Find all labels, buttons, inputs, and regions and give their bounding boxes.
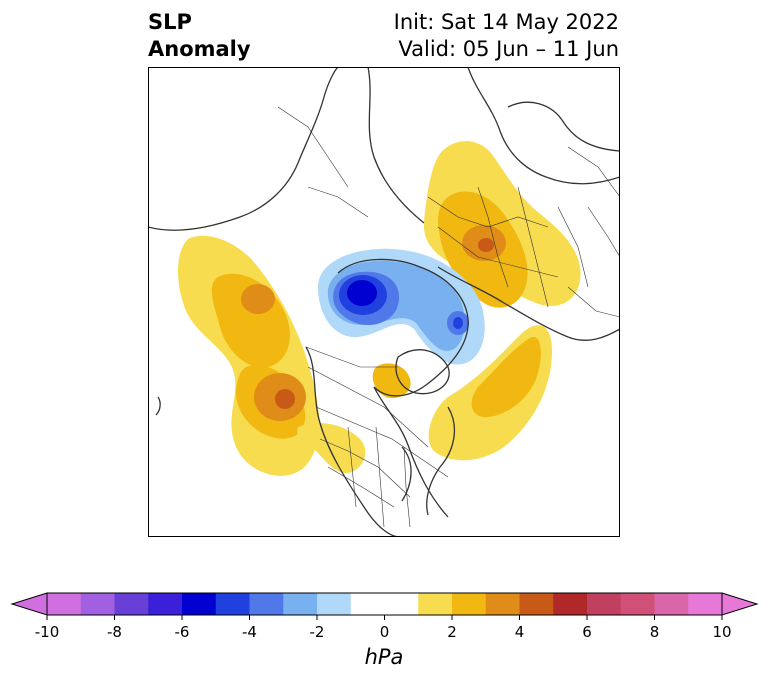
colorbar-segment [418,593,453,615]
init-date: Init: Sat 14 May 2022 [393,10,619,34]
colorbar-segment [519,593,554,615]
colorbar-tick-label: 4 [515,623,525,641]
colorbar-segment [553,593,588,615]
colorbar-tick-label: -4 [242,623,257,641]
colorbar-tick-label: -8 [107,623,122,641]
title-line-1: SLP [148,10,192,34]
valid-range: Valid: 05 Jun – 11 Jun [398,37,619,61]
colorbar-tick-label: 10 [712,623,731,641]
colorbar-tick-label: 8 [650,623,660,641]
colorbar-tick-label: 0 [380,623,390,641]
colorbar-extend-min [10,592,48,616]
political-borders [277,106,620,528]
map-border [148,67,620,537]
date-info: Init: Sat 14 May 2022 Valid: 05 Jun – 11… [394,9,619,63]
colorbar: -10 -8 -6 -4 -2 0 2 4 6 8 10 [10,592,759,641]
colorbar-tick-label: 2 [447,623,457,641]
colorbar-tick-label: 6 [582,623,592,641]
colorbar-segment [47,593,82,615]
colorbar-segment [215,593,250,615]
colorbar-tick-label: -6 [175,623,190,641]
colorbar-segment [384,593,419,615]
colorbar-tick-label: -2 [310,623,325,641]
colorbar-segment [283,593,318,615]
colorbar-segment [350,593,385,615]
colorbar-segment [182,593,217,615]
colorbar-ticks: -10 -8 -6 -4 -2 0 2 4 6 8 10 [35,615,732,641]
colorbar-segment [317,593,352,615]
coastlines [148,67,620,537]
colorbar-segment [80,593,115,615]
map-title: SLP Anomaly [148,9,251,63]
colorbar-unit-label: hPa [364,645,404,669]
title-line-2: Anomaly [148,37,251,61]
colorbar-segment [688,593,723,615]
atlantic-high-anomaly [372,325,552,461]
colorbar-extend-max [721,592,759,616]
colorbar-segment [620,593,655,615]
colorbar-segment [485,593,520,615]
canada-high-anomaly [297,423,366,474]
colorbar-segments [10,592,759,616]
pacific-high-anomaly [178,235,320,476]
colorbar-segment [148,593,183,615]
colorbar-segment [114,593,149,615]
colorbar-segment [587,593,622,615]
colorbar-segment [452,593,487,615]
colorbar-segment [654,593,689,615]
colorbar-segment [249,593,284,615]
colorbar-tick-label: -10 [35,623,60,641]
arctic-low-anomaly [318,248,485,365]
slp-anomaly-map [148,67,620,537]
